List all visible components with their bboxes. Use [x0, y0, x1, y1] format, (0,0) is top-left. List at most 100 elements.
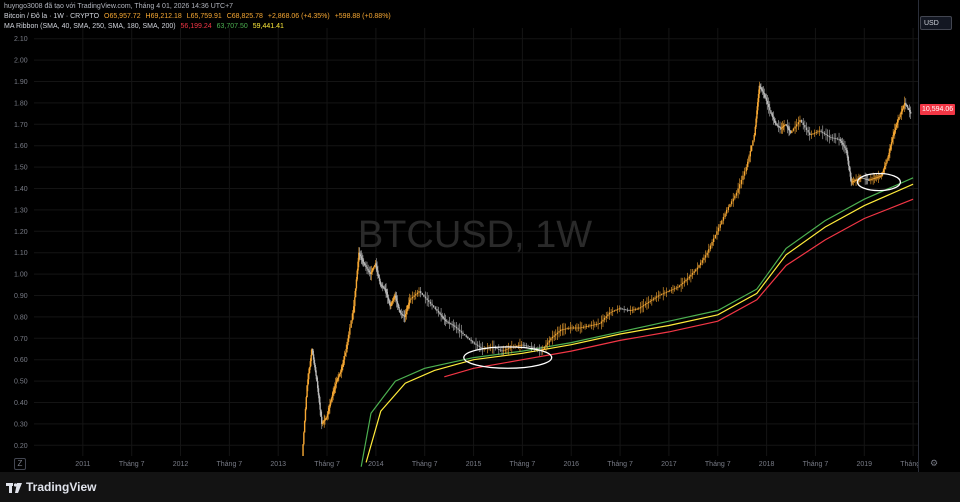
candle-body — [649, 300, 651, 302]
candle-body — [368, 270, 370, 273]
candle-body — [888, 152, 890, 157]
candle-body — [320, 409, 322, 417]
last-price-tag: 10,594.06 — [920, 104, 956, 115]
candle-body — [891, 138, 894, 143]
candle-body — [902, 105, 905, 109]
candle-body — [848, 160, 850, 167]
reset-scale-button[interactable]: Z — [14, 458, 26, 470]
candle-body — [463, 334, 466, 336]
left-axis-tick: 1.70 — [14, 122, 28, 129]
candle-body — [393, 297, 395, 300]
candle-body — [450, 323, 452, 325]
candle-body — [787, 127, 789, 129]
currency-button[interactable]: USD — [920, 16, 952, 30]
candle-body — [886, 159, 888, 163]
left-axis-tick: 0.30 — [14, 421, 28, 428]
candle-body — [788, 128, 790, 131]
indicator-label[interactable]: MA Ribbon (SMA, 40, SMA, 250, SMA, 180, … — [4, 23, 176, 30]
candle-body — [719, 224, 721, 228]
candle-body — [613, 310, 616, 312]
chart-pane[interactable] — [0, 0, 918, 472]
candle-body — [373, 266, 375, 269]
price-chart[interactable]: BTCUSD, 1W 2.10 2.00 1.90 1.80 1.70 1.60 1.50 1.… — [0, 0, 960, 472]
candle-body — [353, 306, 355, 314]
candle-body — [525, 345, 528, 347]
candle-body — [680, 284, 682, 286]
candle-body — [785, 124, 787, 126]
candle-body — [739, 184, 741, 189]
candle-body — [354, 288, 357, 298]
candle-body — [862, 177, 864, 179]
price-axis[interactable] — [918, 0, 960, 472]
candle-body — [664, 292, 666, 294]
candle-body — [501, 350, 503, 352]
candle-body — [343, 356, 346, 360]
candle-body — [757, 102, 759, 111]
candle-body — [612, 311, 614, 312]
candle-body — [864, 178, 866, 180]
candle-body — [859, 178, 861, 180]
candle-body — [423, 294, 425, 297]
candle-body — [595, 324, 598, 325]
candle-body — [724, 213, 726, 218]
candle-body — [401, 314, 404, 315]
candle-body — [367, 268, 369, 271]
candle-body — [364, 263, 366, 266]
candle-body — [867, 179, 870, 181]
candle-body — [335, 381, 338, 384]
candle-body — [325, 417, 328, 419]
candle-body — [909, 111, 912, 114]
candle-body — [559, 329, 562, 332]
candle-body — [699, 262, 702, 266]
left-axis-tick: 1.20 — [14, 229, 28, 236]
candle-body — [799, 120, 801, 123]
candle-body — [785, 124, 788, 126]
symbol-name[interactable]: Bitcoin / Đô la · 1W · CRYPTO — [4, 13, 100, 20]
candle-body — [686, 278, 689, 280]
candle-body — [597, 323, 599, 325]
settings-gear-icon[interactable]: ⚙ — [930, 458, 939, 468]
candle-body — [877, 176, 880, 178]
candle-body — [607, 314, 609, 317]
candle-body — [397, 304, 399, 307]
candle-body — [860, 178, 862, 179]
candle-body — [594, 324, 596, 326]
candle-body — [590, 325, 593, 326]
candle-body — [714, 234, 717, 239]
candle-body — [574, 327, 577, 329]
candle-body — [371, 270, 373, 273]
candle-body — [328, 407, 330, 412]
candle-body — [830, 137, 832, 138]
candle-body — [304, 408, 307, 421]
candle-body — [657, 295, 660, 297]
candle-body — [421, 293, 423, 295]
candle-body — [330, 401, 332, 405]
ma-line — [360, 177, 914, 467]
candle-body — [631, 309, 633, 311]
candle-body — [385, 289, 387, 292]
candle-body — [498, 349, 500, 350]
candle-body — [763, 92, 765, 95]
candle-body — [764, 94, 766, 98]
footer-bar: TradingView — [0, 472, 960, 502]
x-axis-tick: 2015 — [466, 461, 482, 468]
candle-body — [756, 110, 758, 119]
candle-body — [706, 252, 708, 256]
x-axis-tick: 2018 — [759, 461, 775, 468]
left-axis-tick: 1.40 — [14, 186, 28, 193]
candle-body — [315, 370, 317, 376]
candle-body — [625, 309, 627, 311]
candle-body — [459, 329, 461, 332]
candle-body — [850, 176, 852, 183]
candle-body — [717, 227, 720, 232]
tradingview-logo[interactable]: TradingView — [6, 480, 96, 494]
candle-body — [855, 179, 857, 181]
candle-body — [773, 118, 776, 121]
candle-body — [527, 345, 529, 347]
candle-body — [783, 125, 785, 127]
candle-body — [509, 347, 511, 349]
candle-body — [434, 307, 437, 310]
candle-body — [372, 268, 374, 271]
ma-line — [444, 198, 914, 378]
left-axis-tick: 1.00 — [14, 272, 28, 279]
